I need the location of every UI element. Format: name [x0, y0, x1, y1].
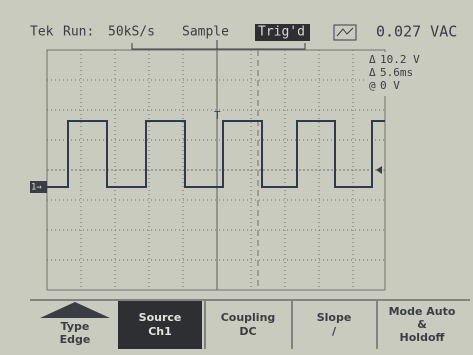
menu-label: Source [139, 311, 182, 324]
channel-marker: 1→ [31, 183, 42, 193]
readout-symbol: @ [369, 79, 376, 92]
menu-label: Type [61, 320, 90, 333]
menu-label: Coupling [221, 311, 276, 324]
menu-value: Ch1 [148, 325, 172, 338]
acquisition: Sample [182, 25, 229, 40]
menu-value: & [417, 318, 427, 331]
measurement: 0.027 VAC [376, 23, 457, 41]
menu-value: DC [239, 325, 256, 338]
menu-label: Mode Auto [389, 305, 456, 318]
menu-extra: Holdoff [400, 331, 445, 344]
sample-rate: 50kS/s [108, 25, 155, 40]
trigger-state: Trig'd [258, 25, 305, 40]
readout-value: 5.6ms [380, 66, 413, 79]
run-mode: Run: [63, 25, 94, 40]
menu-button[interactable]: Type Edge [60, 320, 91, 346]
page: {"header": {"brand": "Tek", "mode": "Run… [0, 0, 473, 355]
readout-value: 10.2 V [380, 53, 420, 66]
readout-value: 0 V [380, 79, 400, 92]
menu-value: Edge [60, 333, 91, 346]
brand: Tek [30, 25, 54, 40]
scope-screen: Tek Run: 50kS/s Sample Trig'd 0.027 VAC … [0, 0, 473, 355]
trigger-marker: T [214, 109, 221, 122]
menu-label: Slope [317, 311, 352, 324]
menu-button[interactable]: Source Ch1 [118, 301, 202, 349]
readout-symbol: Δ [369, 66, 376, 79]
readout-symbol: Δ [369, 53, 376, 66]
